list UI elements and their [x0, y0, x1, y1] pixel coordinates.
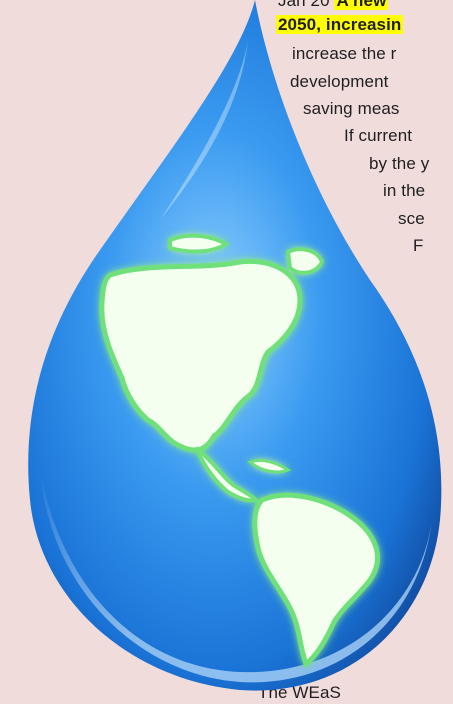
- text-line-4: development: [290, 72, 389, 91]
- text-line-6: If current: [344, 126, 413, 145]
- text-line-7: by the y: [369, 154, 430, 173]
- south-america-land: [252, 492, 380, 669]
- text-line-8: in the: [383, 181, 426, 200]
- central-america-land: [194, 446, 260, 503]
- north-america-land: [99, 258, 303, 453]
- highlighted-text: 2050, increasin: [276, 15, 404, 34]
- text-line-1: Jan 20 A new: [278, 0, 389, 11]
- greenland-land: [285, 247, 325, 275]
- caribbean-islands-land: [246, 458, 292, 474]
- continents: [99, 233, 380, 669]
- text-line-2: 2050, increasin: [276, 15, 404, 35]
- text-line-10: F: [413, 236, 424, 255]
- text-line-3: increase the r: [292, 44, 397, 63]
- text-line-9: sce: [398, 209, 425, 228]
- arctic-islands-land: [168, 233, 230, 254]
- date-text: Jan 20: [278, 0, 330, 10]
- text-line-5: saving meas: [303, 99, 400, 118]
- highlighted-text: A new: [334, 0, 389, 10]
